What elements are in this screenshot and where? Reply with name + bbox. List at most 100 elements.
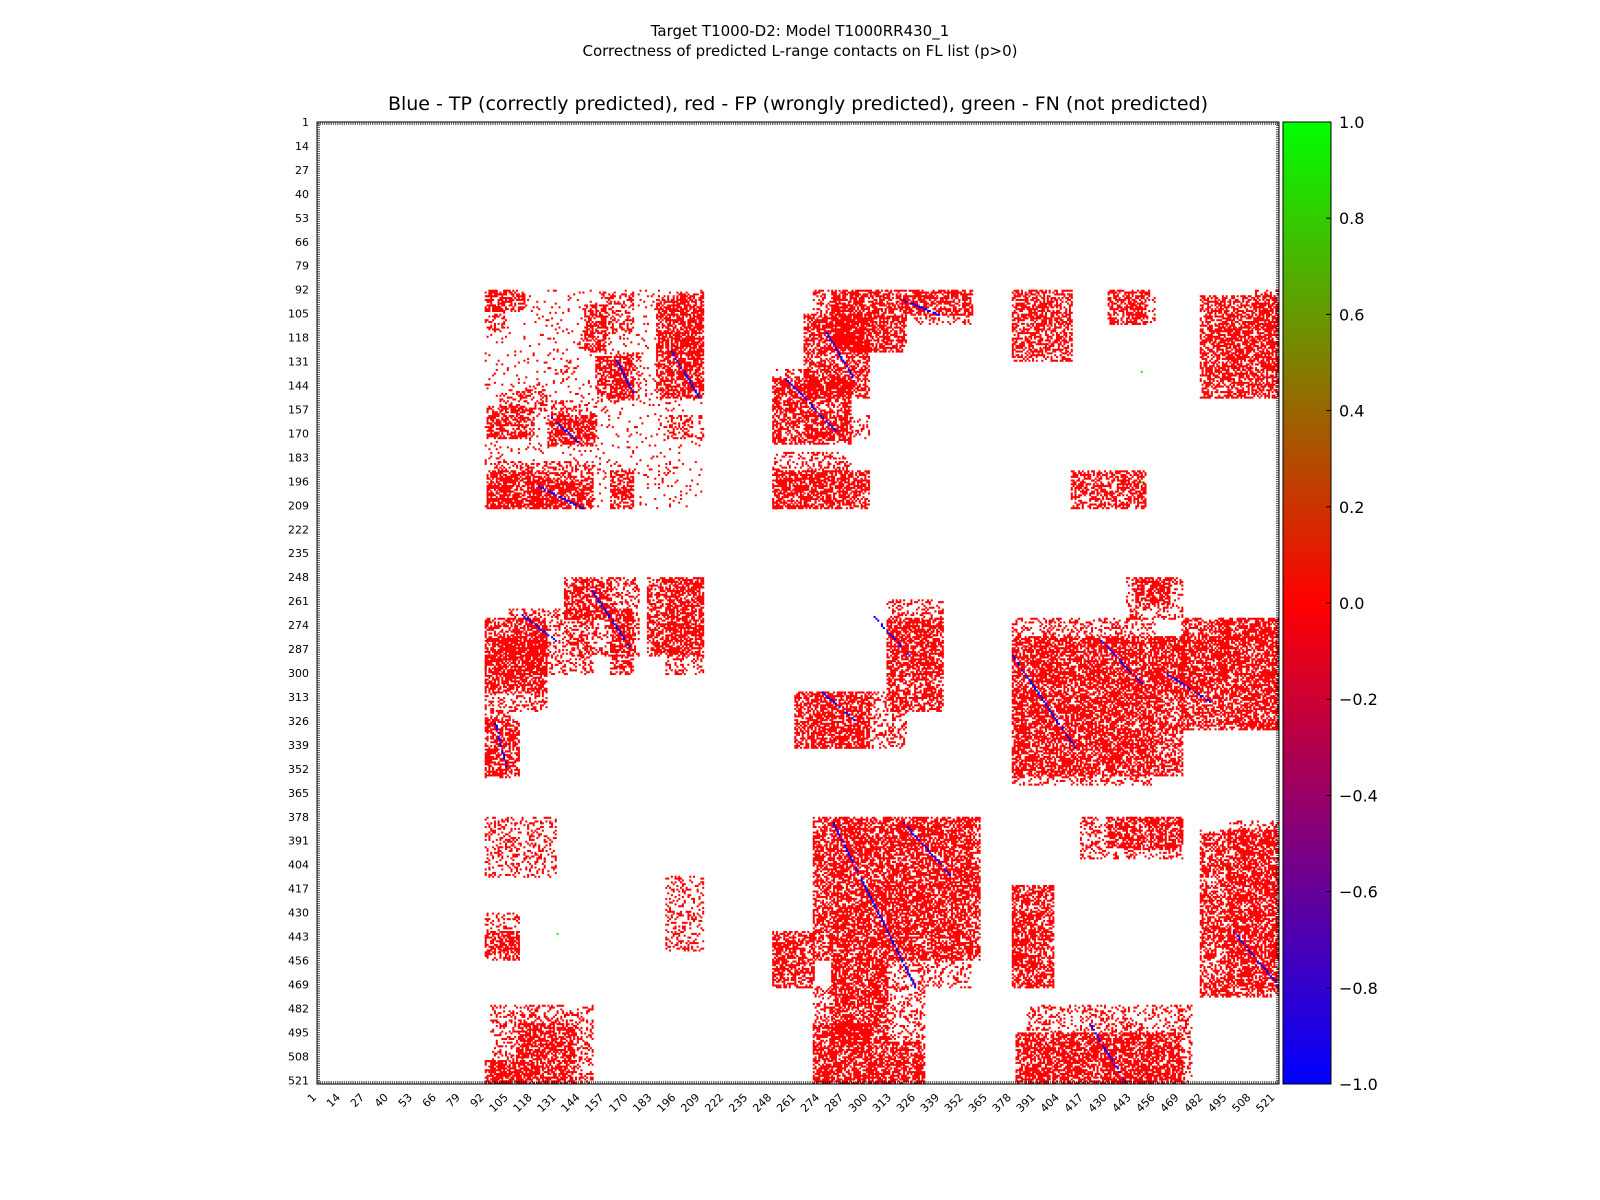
fp-contact-cell [647,476,649,478]
fp-contact-cell [512,290,514,292]
fp-contact-cell [511,304,513,306]
fp-contact-cell [686,292,688,294]
fp-contact-cell [490,304,492,306]
fp-contact-cell [503,316,505,318]
fp-contact-cell [501,454,503,456]
fp-contact-cell [547,354,549,356]
fp-contact-cell [586,323,588,325]
fp-contact-cell [660,349,662,351]
fp-contact-cell [490,297,492,299]
fp-contact-cell [518,306,520,308]
fp-contact-cell [630,456,632,458]
fp-contact-cell [485,360,487,362]
fp-contact-cell [651,468,653,470]
fp-contact-cell [571,468,573,470]
fp-contact-cell [669,402,671,404]
fp-contact-cell [665,467,667,469]
fp-contact-cell [499,395,501,397]
fp-contact-cell [568,472,570,474]
fp-contact-cell [498,301,500,303]
fp-contact-cell [525,387,527,389]
fp-contact-cell [488,310,490,312]
fp-contact-cell [654,445,656,447]
fp-contact-cell [623,343,625,345]
fp-contact-cell [641,422,643,424]
fp-contact-cell [654,389,656,391]
fp-contact-cell [496,467,498,469]
fp-contact-cell [538,382,540,384]
fp-contact-cell [485,505,487,507]
fp-contact-cell [660,422,662,424]
fp-contact-cell [490,303,492,305]
fp-contact-cell [651,295,653,297]
fp-contact-cell [494,295,496,297]
fp-contact-cell [652,404,654,406]
fp-contact-cell [485,445,487,447]
fp-contact-cell [499,299,501,301]
fp-contact-cell [630,472,632,474]
fp-contact-cell [505,393,507,395]
fp-contact-cell [658,419,660,421]
fp-contact-cell [512,386,514,388]
fp-contact-cell [509,297,511,299]
fp-contact-cell [641,352,643,354]
fp-contact-cell [588,316,590,318]
fp-contact-cell [494,314,496,316]
fp-contact-cell [514,297,516,299]
fp-contact-cell [590,308,592,310]
fp-contact-cell [691,295,693,297]
fp-contact-cell [586,316,588,318]
fp-contact-cell [608,415,610,417]
fp-contact-cell [503,303,505,305]
fp-contact-cell [675,496,677,498]
fp-contact-cell [529,295,531,297]
fp-contact-cell [494,445,496,447]
fp-contact-cell [490,456,492,458]
fp-contact-cell [487,308,489,310]
fp-contact-cell [581,347,583,349]
fp-contact-cell [625,345,627,347]
fp-contact-cell [503,304,505,306]
fp-contact-cell [499,297,501,299]
fp-contact-cell [527,446,529,448]
fp-contact-cell [516,374,518,376]
fp-contact-cell [536,384,538,386]
fp-contact-cell [505,308,507,310]
fp-contact-cell [509,292,511,294]
fp-contact-cell [667,435,669,437]
fp-contact-cell [656,371,658,373]
fp-contact-cell [573,341,575,343]
fp-contact-cell [564,483,566,485]
fp-contact-cell [544,395,546,397]
fp-contact-cell [592,314,594,316]
fp-contact-cell [557,323,559,325]
fp-contact-cell [592,336,594,338]
fp-contact-cell [558,478,560,480]
fp-contact-cell [700,491,702,493]
fp-contact-cell [619,413,621,415]
fp-contact-cell [511,293,513,295]
contact-cells [485,290,1281,1086]
fp-contact-cell [509,304,511,306]
fp-contact-cell [634,468,636,470]
fp-contact-cell [691,367,693,369]
fp-contact-cell [665,351,667,353]
fp-contact-cell [590,349,592,351]
fp-contact-cell [573,489,575,491]
fp-contact-cell [562,373,564,375]
fp-contact-cell [581,317,583,319]
fp-contact-cell [573,367,575,369]
fp-contact-cell [634,426,636,428]
fp-contact-cell [590,413,592,415]
fp-contact-cell [511,397,513,399]
fp-contact-cell [505,336,507,338]
fp-contact-cell [586,345,588,347]
fp-contact-cell [525,395,527,397]
fp-contact-cell [643,402,645,404]
fp-contact-cell [698,474,700,476]
fp-contact-cell [568,308,570,310]
fp-contact-cell [586,334,588,336]
fp-contact-cell [687,351,689,353]
fp-contact-cell [488,290,490,292]
